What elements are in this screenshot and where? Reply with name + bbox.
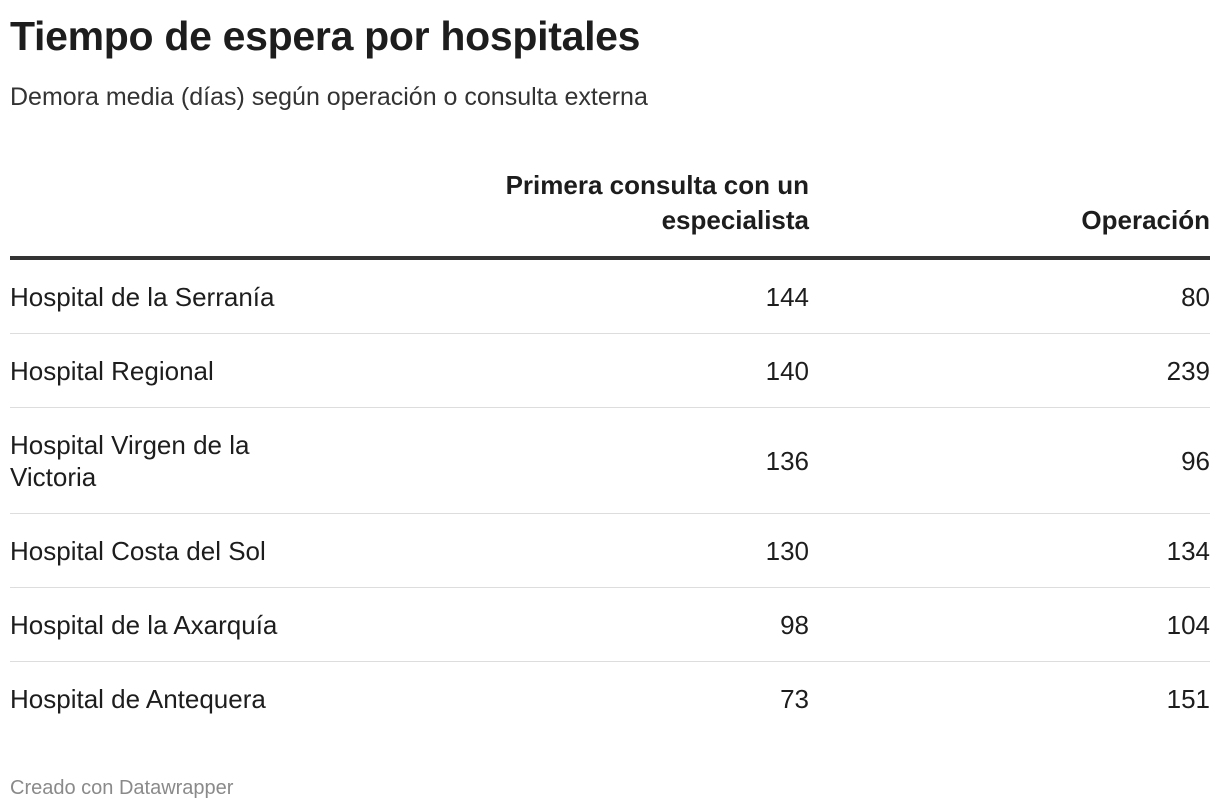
cell-first-consult-days: 73 — [780, 683, 809, 714]
table-header: Primera consulta con un especialista Ope… — [10, 168, 1210, 260]
cell-hospital-name: Hospital de Antequera — [10, 683, 266, 714]
table-row: Hospital de la Serranía 144 80 — [10, 258, 1210, 334]
column-header-operation[interactable]: Operación — [809, 168, 1210, 260]
cell-operation-days: 151 — [1166, 683, 1210, 714]
footer-credit: Creado con Datawrapper — [10, 777, 234, 799]
table-row: Hospital Costa del Sol 130 134 — [10, 513, 1210, 588]
table-body: Hospital de la Serranía 144 80 Hospital Reg… — [10, 258, 1210, 735]
column-header-first-consult-line1: Primera consulta con un — [505, 170, 809, 200]
cell-operation-days: 104 — [809, 587, 1210, 662]
chart-title: Tiempo de espera por hospitales — [10, 13, 641, 59]
cell-operation-days: 80 — [809, 258, 1210, 334]
cell-operation-days: 239 — [809, 333, 1210, 408]
cell-hospital-name: Hospital Virgen de la Victoria — [10, 407, 310, 514]
table-header-row: Primera consulta con un especialista Ope… — [10, 168, 1210, 260]
cell-first-consult-days: 144 — [310, 258, 809, 334]
cell-hospital-name: Hospital Regional — [10, 333, 310, 408]
chart-subtitle: Demora media (días) según operación o co… — [10, 83, 648, 111]
data-table-container: Primera consulta con un especialista Ope… — [10, 168, 1210, 735]
column-header-first-consult[interactable]: Primera consulta con un especialista — [310, 168, 809, 260]
table-row: Hospital Regional 140 239 — [10, 333, 1210, 408]
cell-first-consult-days: 136 — [310, 407, 809, 514]
table-row: Hospital de la Axarquía 98 104 — [10, 587, 1210, 662]
cell-operation-days: 134 — [809, 513, 1210, 588]
table-row: Hospital Virgen de la Victoria 136 96 — [10, 407, 1210, 514]
cell-first-consult-days: 140 — [310, 333, 809, 408]
column-header-first-consult-line2: especialista — [661, 205, 809, 235]
data-table: Primera consulta con un especialista Ope… — [10, 168, 1210, 735]
cell-first-consult-days: 130 — [310, 513, 809, 588]
column-header-hospital[interactable] — [10, 168, 310, 260]
table-row: Hospital de Antequera 73 151 — [10, 662, 1210, 736]
cell-operation-days: 96 — [809, 407, 1210, 514]
cell-hospital-name: Hospital de la Axarquía — [10, 587, 310, 662]
cell-first-consult-days: 98 — [310, 587, 809, 662]
cell-hospital-name: Hospital de la Serranía — [10, 258, 310, 334]
cell-hospital-name: Hospital Costa del Sol — [10, 513, 310, 588]
